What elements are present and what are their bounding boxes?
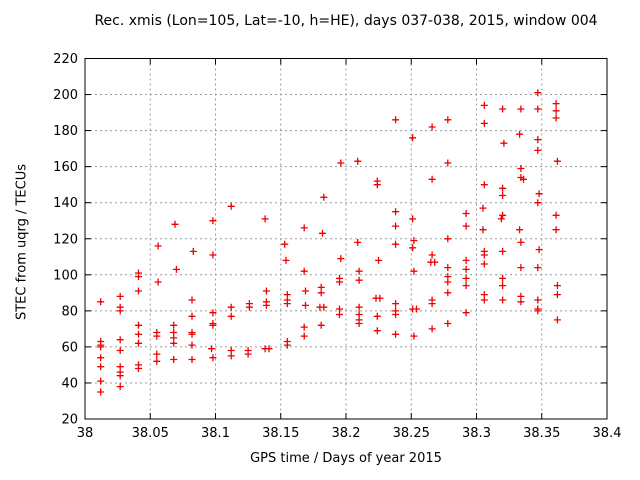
y-tick-labels: 20 40 60 80 100 120 140 160 180 200 220	[53, 52, 78, 428]
svg-text:38.05: 38.05	[132, 426, 169, 441]
svg-text:160: 160	[53, 160, 78, 175]
svg-text:20: 20	[61, 413, 78, 428]
data-points	[97, 89, 561, 396]
svg-text:120: 120	[53, 232, 78, 247]
svg-text:38: 38	[77, 426, 94, 441]
svg-text:38.15: 38.15	[262, 426, 299, 441]
plot-border	[84, 58, 608, 420]
svg-text:80: 80	[61, 304, 78, 319]
x-tick-labels: 38 38.05 38.1 38.15 38.2 38.25 38.3 38.35 38.4	[77, 426, 622, 441]
svg-text:60: 60	[61, 340, 78, 355]
svg-text:38.3: 38.3	[462, 426, 491, 441]
svg-text:220: 220	[53, 52, 78, 67]
svg-text:100: 100	[53, 268, 78, 283]
svg-text:38.2: 38.2	[332, 426, 361, 441]
svg-text:38.1: 38.1	[201, 426, 230, 441]
svg-text:200: 200	[53, 88, 78, 103]
axis-ticks	[84, 58, 608, 420]
svg-text:38.4: 38.4	[593, 426, 622, 441]
svg-text:40: 40	[61, 376, 78, 391]
svg-text:38.35: 38.35	[523, 426, 560, 441]
grid-lines	[85, 58, 607, 419]
svg-text:180: 180	[53, 124, 78, 139]
svg-text:38.25: 38.25	[393, 426, 430, 441]
svg-text:140: 140	[53, 196, 78, 211]
chart-title: Rec. xmis (Lon=105, Lat=-10, h=HE), days…	[94, 13, 598, 29]
x-axis-label: GPS time / Days of year 2015	[250, 451, 442, 466]
